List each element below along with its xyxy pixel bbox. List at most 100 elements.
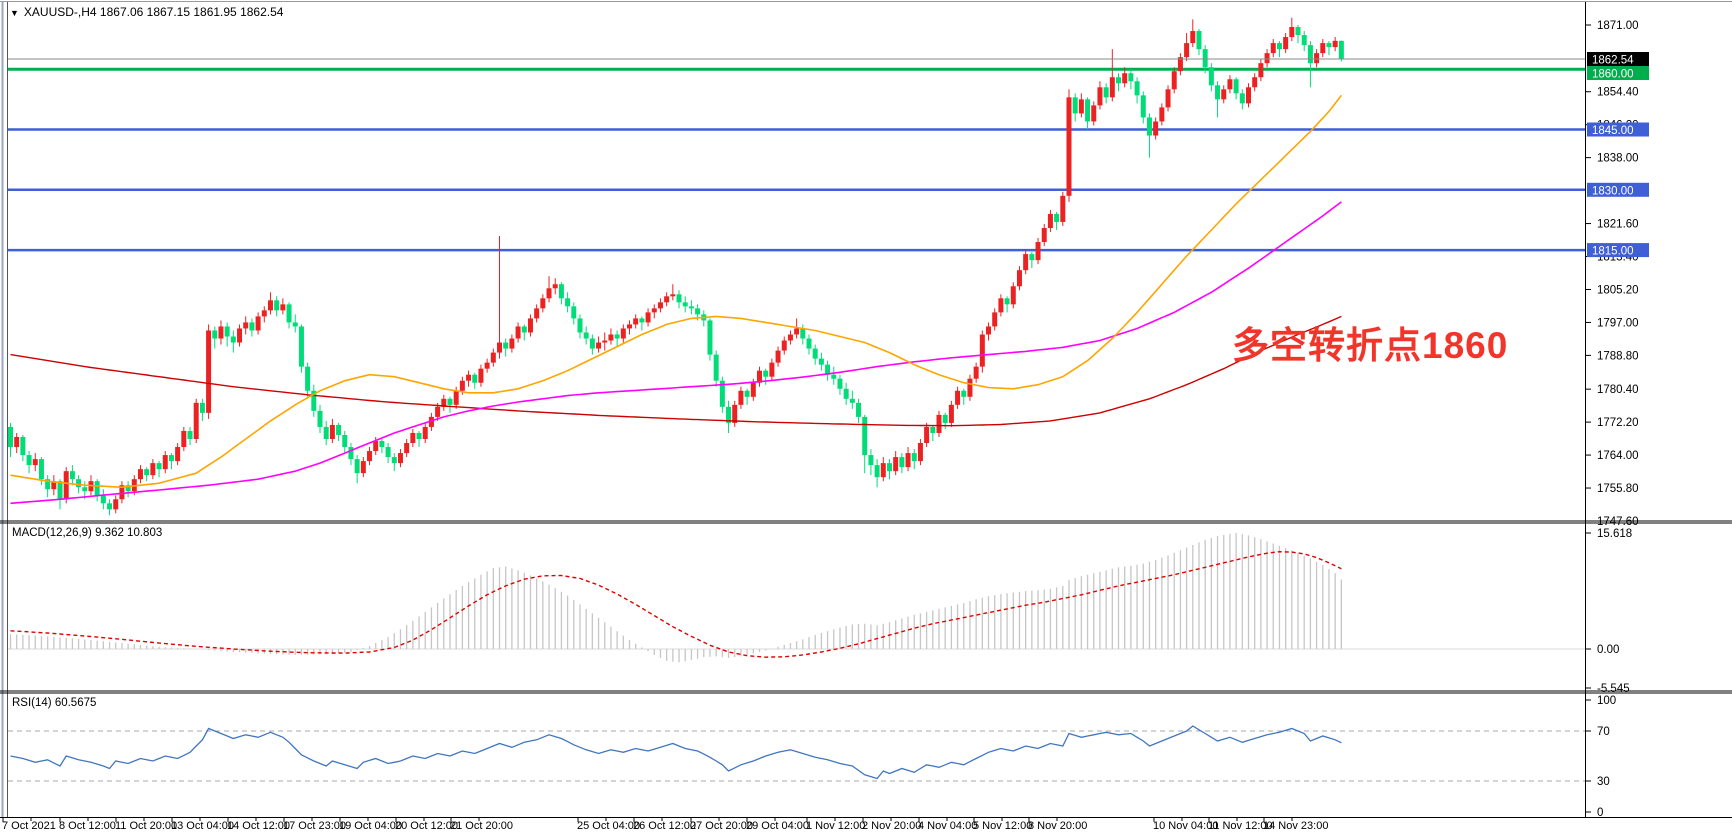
candle-body <box>1060 195 1066 222</box>
macd-panel <box>8 533 1585 663</box>
price-badge-label: 1860.00 <box>1592 69 1634 81</box>
candle-body <box>156 463 162 470</box>
candle-body <box>955 390 961 405</box>
candle-body <box>1140 95 1146 118</box>
candle-body <box>255 316 261 331</box>
candle-body <box>397 453 403 464</box>
price-axis: 1871.001854.401846.201838.001821.601813.… <box>1585 20 1639 819</box>
candle-body <box>775 350 781 363</box>
candle-body <box>1041 227 1047 243</box>
candle-body <box>100 495 106 504</box>
candle-body <box>1153 121 1159 136</box>
candle-body <box>1066 97 1072 196</box>
rsi-label: 0 <box>1597 807 1603 819</box>
candle-body <box>862 416 868 456</box>
candle-body <box>503 342 509 349</box>
candle-body <box>602 340 608 343</box>
candle-body <box>744 390 750 397</box>
candle-body <box>1190 31 1196 44</box>
candle-body <box>825 364 831 375</box>
candle-body <box>1301 35 1307 46</box>
price-label: 1797.00 <box>1597 317 1639 329</box>
chart-annotation-text: 多空转折点1860 <box>1232 325 1509 366</box>
candle-body <box>818 358 824 365</box>
candle-body <box>212 330 218 339</box>
candle-body <box>305 366 311 391</box>
symbol-title: XAUUSD-,H4 1867.06 1867.15 1861.95 1862.… <box>23 5 284 19</box>
candle-body <box>899 457 905 468</box>
price-label: 1854.40 <box>1597 87 1639 99</box>
time-axis-label: 25 Oct 04:00 <box>577 820 640 832</box>
candle-body <box>651 308 657 313</box>
candle-body <box>311 390 317 411</box>
candle-body <box>1276 43 1282 50</box>
candle-body <box>416 432 422 439</box>
time-axis-label: 17 Oct 23:00 <box>283 820 346 832</box>
time-axis-label: 1 Nov 12:00 <box>806 820 866 832</box>
candle-body <box>905 453 911 468</box>
candle-body <box>466 374 472 381</box>
time-axis-label: 26 Oct 12:00 <box>633 820 696 832</box>
candle-body <box>1122 73 1128 84</box>
candle-body <box>986 326 992 335</box>
rsi-label: 100 <box>1597 695 1616 707</box>
candle-body <box>527 318 533 333</box>
candle-body <box>410 432 416 444</box>
candle-body <box>280 304 286 311</box>
price-label: 1871.00 <box>1597 20 1639 32</box>
time-axis-label: 2 Nov 20:00 <box>862 820 922 832</box>
candle-body <box>1239 93 1245 104</box>
candle-body <box>973 366 979 379</box>
candle-body <box>707 320 713 355</box>
candle-body <box>676 294 682 303</box>
price-label: 1821.60 <box>1597 219 1639 231</box>
candle-body <box>583 332 589 339</box>
candle-body <box>924 426 930 444</box>
price-label: 1764.00 <box>1597 450 1639 462</box>
symbol-dropdown-icon[interactable]: ▼ <box>10 8 19 18</box>
candle-body <box>726 406 732 423</box>
candle-body <box>20 436 26 456</box>
candle-body <box>435 406 441 417</box>
price-badge <box>1587 243 1649 258</box>
candle-body <box>657 302 663 309</box>
time-axis-label: 21 Oct 20:00 <box>450 820 513 832</box>
candle-body <box>1091 105 1097 122</box>
candle-body <box>1177 57 1183 72</box>
candle-body <box>354 459 360 474</box>
candle-body <box>1320 43 1326 54</box>
candle-body <box>168 455 174 462</box>
candle-body <box>472 374 478 383</box>
candle-body <box>1047 213 1053 228</box>
candle-body <box>1208 67 1214 86</box>
candle-body <box>76 479 82 488</box>
candle-body <box>911 453 917 462</box>
candle-body <box>342 434 348 448</box>
candle-body <box>1097 87 1103 106</box>
time-axis-label: 14 Oct 12:00 <box>227 820 290 832</box>
candle-body <box>459 380 465 391</box>
candle-body <box>670 294 676 297</box>
candle-body <box>187 430 193 439</box>
candle-body <box>806 338 812 349</box>
candle-body <box>620 328 626 339</box>
candle-body <box>243 322 249 329</box>
candle-body <box>94 481 100 496</box>
candle-body <box>119 485 125 500</box>
price-label: 1772.20 <box>1597 417 1639 429</box>
price-label: 1805.20 <box>1597 284 1639 296</box>
candle-body <box>286 304 292 323</box>
candle-body <box>893 457 899 472</box>
candle-body <box>1159 107 1165 122</box>
candle-body <box>732 404 738 423</box>
price-label: 1838.00 <box>1597 153 1639 165</box>
candle-body <box>453 390 459 405</box>
horizontal-level-lines <box>8 67 1585 252</box>
candle-body <box>534 308 540 319</box>
time-axis: 7 Oct 2021 8 Oct 12:00 11 Oct 20:00 13 Oct … <box>0 819 1732 838</box>
candle-body <box>379 441 385 448</box>
candle-body <box>1035 242 1041 261</box>
candle-body <box>695 308 701 315</box>
candle-body <box>713 354 719 381</box>
